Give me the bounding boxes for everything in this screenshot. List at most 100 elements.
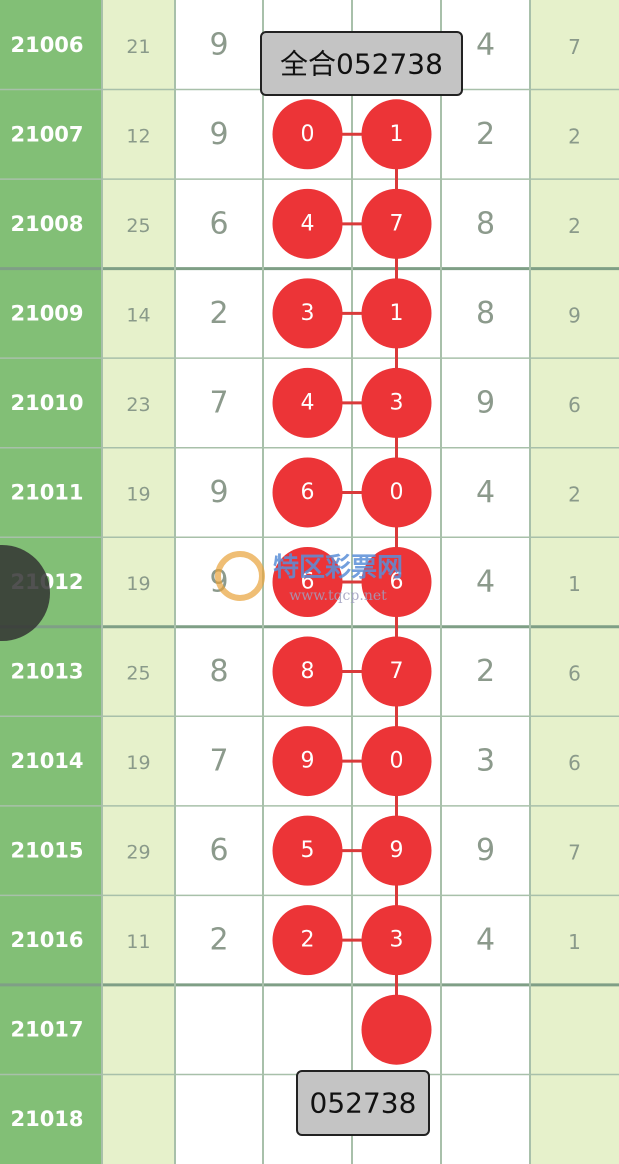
digit: 9 bbox=[568, 303, 581, 327]
ball bbox=[272, 547, 343, 617]
label-box bbox=[296, 1070, 430, 1136]
issue: 21015 bbox=[10, 839, 83, 863]
digit: 9 bbox=[209, 27, 228, 62]
issue: 21010 bbox=[10, 391, 83, 415]
digit: 4 bbox=[476, 27, 495, 62]
digit: 4 bbox=[476, 565, 495, 600]
sum: 11 bbox=[126, 931, 150, 953]
sum: 19 bbox=[126, 573, 150, 595]
label-box bbox=[260, 31, 463, 96]
watermark-title: 特区彩票网 bbox=[273, 552, 403, 583]
ball bbox=[272, 457, 343, 528]
digit: 8 bbox=[476, 296, 495, 331]
sum: 12 bbox=[126, 125, 150, 147]
issue: 21014 bbox=[10, 749, 83, 773]
digit: 8 bbox=[476, 206, 495, 241]
digit: 6 bbox=[568, 393, 581, 417]
sum: 21 bbox=[126, 36, 150, 58]
digit: 6 bbox=[209, 206, 228, 241]
ball bbox=[361, 99, 432, 170]
digit: 2 bbox=[568, 482, 581, 506]
digit: 3 bbox=[476, 744, 495, 779]
column-bg bbox=[441, 0, 530, 1164]
sum: 29 bbox=[126, 842, 150, 864]
ball-number: 6 bbox=[390, 570, 404, 595]
digit: 7 bbox=[209, 385, 228, 420]
sum: 14 bbox=[126, 304, 150, 326]
ball bbox=[361, 547, 432, 617]
issue: 21018 bbox=[10, 1107, 83, 1131]
digit: 7 bbox=[209, 744, 228, 779]
ball bbox=[361, 905, 432, 976]
column-bg bbox=[102, 0, 175, 1164]
digit: 2 bbox=[209, 923, 228, 958]
ball bbox=[272, 905, 343, 976]
ball bbox=[272, 367, 343, 438]
ball-number: 1 bbox=[390, 122, 404, 147]
label-top: 全合052738 bbox=[280, 48, 443, 81]
sum: 25 bbox=[126, 663, 150, 685]
float-icon bbox=[0, 545, 50, 641]
issue: 21007 bbox=[10, 122, 83, 146]
ball bbox=[361, 994, 432, 1065]
ball-number: 1 bbox=[390, 301, 404, 326]
watermark-logo bbox=[215, 551, 265, 601]
ball bbox=[361, 457, 432, 528]
ball-number: 5 bbox=[301, 838, 315, 863]
ball bbox=[361, 636, 432, 707]
sum: 19 bbox=[126, 483, 150, 505]
label-bottom: 052738 bbox=[310, 1087, 417, 1120]
ball bbox=[272, 815, 343, 886]
digit: 2 bbox=[209, 296, 228, 331]
issue: 21017 bbox=[10, 1018, 83, 1042]
digit: 9 bbox=[209, 475, 228, 510]
ball-number: 0 bbox=[301, 122, 315, 147]
sum: 25 bbox=[126, 215, 150, 237]
ball-number: 6 bbox=[301, 570, 315, 595]
ball-number: 3 bbox=[390, 390, 404, 415]
watermark-url: www.tqcp.net bbox=[289, 588, 387, 604]
ball-number: 2 bbox=[301, 928, 315, 953]
ball bbox=[361, 726, 432, 797]
digit: 7 bbox=[568, 841, 581, 865]
issue: 21016 bbox=[10, 928, 83, 952]
digit: 6 bbox=[568, 662, 581, 686]
sum: 23 bbox=[126, 394, 150, 416]
ball bbox=[272, 99, 343, 170]
digit: 4 bbox=[476, 923, 495, 958]
digit: 6 bbox=[568, 751, 581, 775]
digit: 9 bbox=[476, 385, 495, 420]
column-bg bbox=[530, 0, 619, 1164]
ball bbox=[272, 636, 343, 707]
digit: 2 bbox=[568, 214, 581, 238]
ball-number: 4 bbox=[301, 211, 315, 236]
ball-number: 0 bbox=[390, 749, 404, 774]
digit: 1 bbox=[568, 572, 581, 596]
digit: 9 bbox=[476, 833, 495, 868]
ball bbox=[272, 726, 343, 797]
ball-number: 6 bbox=[301, 480, 315, 505]
ball bbox=[272, 278, 343, 349]
ball bbox=[361, 278, 432, 349]
digit: 9 bbox=[209, 117, 228, 152]
digit: 8 bbox=[209, 654, 228, 689]
digit: 2 bbox=[476, 117, 495, 152]
ball-number: 9 bbox=[301, 749, 315, 774]
issue: 21011 bbox=[10, 480, 83, 504]
digit: 2 bbox=[476, 654, 495, 689]
ball-number: 4 bbox=[301, 390, 315, 415]
issue: 21013 bbox=[10, 660, 83, 684]
ball-number: 3 bbox=[301, 301, 315, 326]
ball bbox=[272, 188, 343, 259]
digit: 1 bbox=[568, 930, 581, 954]
ball-number: 3 bbox=[390, 928, 404, 953]
ball-number: 9 bbox=[390, 838, 404, 863]
digit: 6 bbox=[209, 833, 228, 868]
ball bbox=[361, 367, 432, 438]
ball-number: 0 bbox=[390, 480, 404, 505]
ball-number: 8 bbox=[301, 659, 315, 684]
issue: 21006 bbox=[10, 33, 83, 57]
digit: 7 bbox=[568, 35, 581, 59]
